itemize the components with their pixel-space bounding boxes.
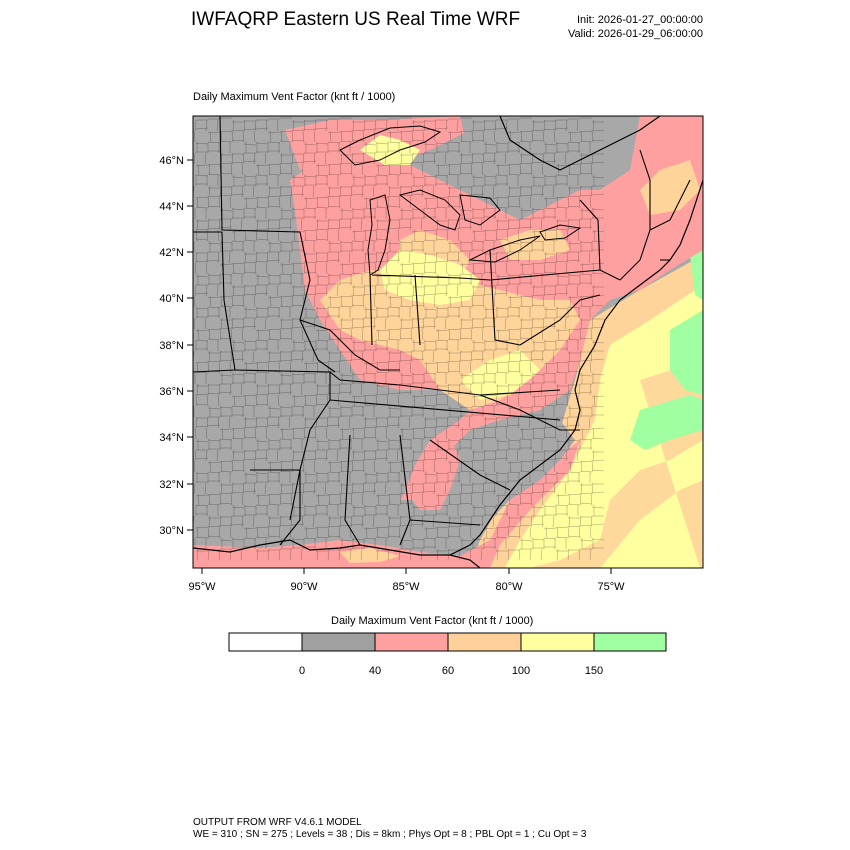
lat-label: 30°N (159, 525, 184, 537)
lat-label: 34°N (159, 432, 184, 444)
colorbar-swatch-below-0 (228, 632, 303, 652)
lat-ticks (187, 159, 193, 531)
ocean-green-patch-1 (670, 310, 703, 395)
lon-label: 95°W (188, 581, 216, 593)
lat-label: 46°N (159, 155, 184, 167)
land-orange-region-3 (500, 230, 570, 260)
lon-label: 75°W (597, 581, 625, 593)
colorbar-label: 100 (512, 665, 530, 677)
lon-label: 90°W (290, 581, 318, 593)
lon-label: 85°W (392, 581, 420, 593)
gulf-pink-region (193, 440, 580, 568)
colorbar-swatch-100-150 (520, 632, 595, 652)
land-yellow-region-2 (460, 350, 540, 400)
plot-label: Daily Maximum Vent Factor (knt ft / 1000… (193, 91, 396, 103)
state-boundaries (193, 116, 691, 546)
map-field (193, 116, 703, 568)
valid-time: Valid: 2026-01-29_06:00:00 (568, 28, 703, 40)
map-title: IWFAQRP Eastern US Real Time WRF (191, 9, 521, 30)
colorbar-label: 150 (585, 665, 603, 677)
ocean-green-patch-2 (630, 395, 703, 450)
lon-ticks (201, 568, 612, 574)
colorbar-label: 60 (442, 665, 454, 677)
map-frame (192, 115, 704, 569)
lake-superior-yellow (360, 135, 420, 165)
init-time: Init: 2026-01-27_00:00:00 (577, 14, 703, 26)
lat-label: 38°N (159, 340, 184, 352)
southeast-gray-region (440, 420, 575, 520)
lon-labels: 95°W 90°W 85°W 80°W 75°W (188, 581, 625, 593)
colorbar-label: 40 (369, 665, 381, 677)
lat-label: 32°N (159, 479, 184, 491)
colorbar-swatch-150-plus (593, 632, 667, 652)
colorbar-title: Daily Maximum Vent Factor (knt ft / 1000… (331, 615, 534, 627)
lat-label: 42°N (159, 247, 184, 259)
footer-line-1: OUTPUT FROM WRF V4.6.1 MODEL (193, 817, 362, 828)
county-mesh (193, 117, 605, 561)
lat-label: 44°N (159, 201, 184, 213)
canada-gray-region (460, 116, 640, 200)
lat-label: 36°N (159, 386, 184, 398)
footer-line-2: WE = 310 ; SN = 275 ; Levels = 38 ; Dis … (193, 829, 587, 840)
model-footer: OUTPUT FROM WRF V4.6.1 MODEL WE = 310 ; … (193, 817, 586, 841)
init-valid-times: Init: 2026-01-27_00:00:00 Valid: 2026-01… (568, 13, 703, 41)
colorbar: 0 40 60 100 150 (228, 632, 667, 677)
gulf-orange-patch (340, 548, 400, 563)
colorbar-swatch-0-40 (301, 632, 376, 652)
southeast-pink-patch (405, 435, 460, 510)
colorbar-label: 0 (299, 665, 305, 677)
land-orange-region-4 (640, 160, 700, 215)
lon-label: 80°W (495, 581, 523, 593)
colorbar-swatch-60-100 (447, 632, 522, 652)
colorbar-swatch-40-60 (374, 632, 449, 652)
lat-label: 40°N (159, 293, 184, 305)
lat-labels: 46°N 44°N 42°N 40°N 38°N 36°N 34°N 32°N … (159, 155, 184, 537)
